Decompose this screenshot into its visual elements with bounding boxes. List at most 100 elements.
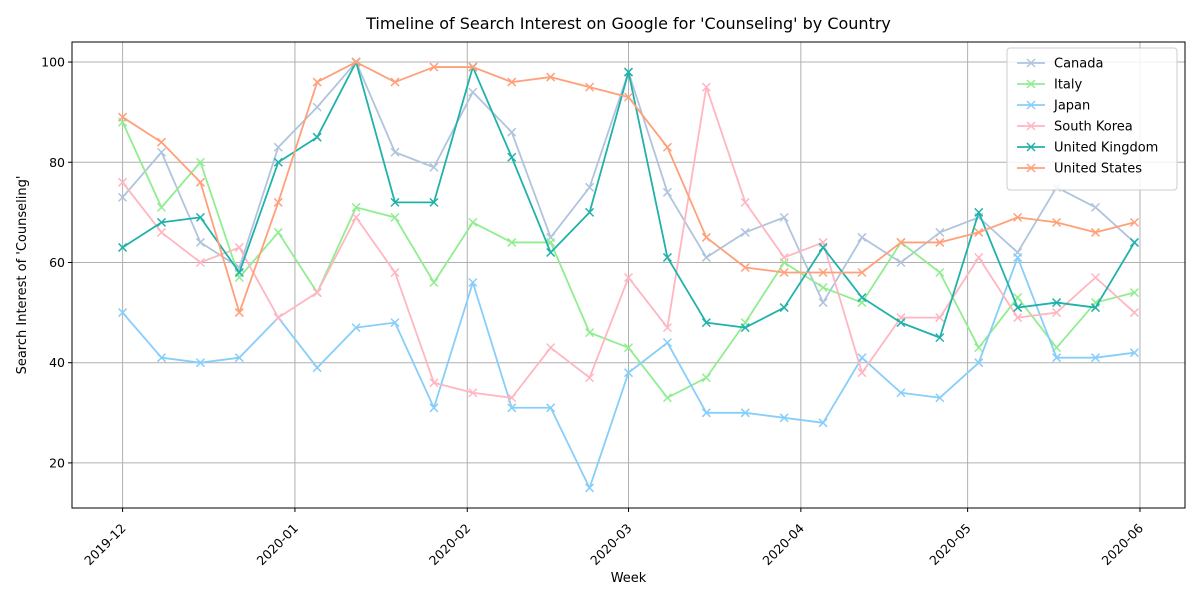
chart-title: Timeline of Search Interest on Google fo… xyxy=(365,14,891,33)
data-point-canada xyxy=(935,227,945,237)
data-point-canada xyxy=(779,212,789,222)
data-point-canada xyxy=(118,192,128,202)
x-tick-label: 2020-02 xyxy=(426,521,474,569)
y-tick-label: 40 xyxy=(49,355,65,370)
data-point-japan xyxy=(779,413,789,423)
legend-entry-japan: Japan xyxy=(1017,99,1090,114)
y-tick-label: 80 xyxy=(49,155,65,170)
data-point-japan xyxy=(156,353,167,363)
data-point-canada xyxy=(857,232,867,242)
data-point-united-kingdom xyxy=(195,212,205,222)
data-point-italy xyxy=(507,237,517,247)
data-point-canada xyxy=(585,182,595,192)
data-point-united-kingdom xyxy=(935,333,945,343)
data-point-south-korea xyxy=(935,313,945,323)
data-point-united-states xyxy=(468,62,478,72)
legend-marker xyxy=(1026,58,1036,68)
data-point-japan xyxy=(1090,353,1101,363)
data-point-canada xyxy=(195,237,205,247)
data-point-canada xyxy=(507,127,517,137)
data-point-japan xyxy=(974,358,984,368)
data-point-japan xyxy=(1013,252,1023,262)
legend-label: Italy xyxy=(1054,78,1083,93)
data-point-united-kingdom xyxy=(234,267,244,278)
data-point-south-korea xyxy=(156,227,167,237)
data-point-south-korea xyxy=(429,378,439,388)
data-point-united-states xyxy=(662,142,672,152)
data-point-united-states xyxy=(974,227,984,237)
legend-label: Canada xyxy=(1054,57,1103,72)
legend-marker xyxy=(1026,163,1036,173)
x-axis-title: Week xyxy=(611,571,647,586)
data-point-united-states xyxy=(507,77,517,87)
data-point-united-states xyxy=(818,267,828,278)
data-point-united-kingdom xyxy=(585,207,595,217)
data-point-united-kingdom xyxy=(273,157,283,167)
data-point-italy xyxy=(468,217,478,227)
data-point-united-states xyxy=(740,262,750,273)
legend-label: United States xyxy=(1054,162,1142,177)
data-point-canada xyxy=(390,147,400,157)
data-point-united-kingdom xyxy=(857,293,867,303)
data-point-south-korea xyxy=(234,242,244,252)
data-point-united-kingdom xyxy=(740,323,750,333)
data-point-united-states xyxy=(546,72,556,82)
data-point-japan xyxy=(468,277,478,288)
data-point-japan xyxy=(701,408,711,418)
data-point-south-korea xyxy=(585,373,595,383)
data-point-japan xyxy=(1052,353,1062,363)
data-point-united-states xyxy=(273,197,283,207)
data-point-united-states xyxy=(156,137,167,147)
data-point-united-states xyxy=(935,237,945,247)
data-point-south-korea xyxy=(312,288,322,298)
data-point-united-kingdom xyxy=(1013,303,1023,313)
data-point-united-kingdom xyxy=(507,152,517,162)
data-point-south-korea xyxy=(1052,308,1062,318)
data-point-canada xyxy=(701,252,711,262)
data-point-united-kingdom xyxy=(429,197,439,207)
data-point-italy xyxy=(156,202,167,212)
data-point-canada xyxy=(273,142,283,152)
x-tick-label: 2020-05 xyxy=(926,521,974,569)
data-point-united-kingdom xyxy=(156,217,167,227)
data-point-japan xyxy=(662,338,672,348)
data-point-canada xyxy=(662,187,672,197)
data-point-canada xyxy=(429,162,439,172)
data-point-south-korea xyxy=(857,368,867,378)
data-point-japan xyxy=(818,418,828,428)
data-point-japan xyxy=(118,308,128,318)
legend: Canada Italy Japan South Korea United Kingdo… xyxy=(1006,47,1178,191)
data-point-italy xyxy=(623,343,634,353)
legend-box xyxy=(1006,47,1178,191)
data-point-japan xyxy=(935,393,945,403)
x-tick-label: 2020-06 xyxy=(1099,520,1147,568)
legend-marker xyxy=(1026,79,1036,89)
data-point-canada xyxy=(1090,202,1101,212)
data-point-japan xyxy=(234,353,244,363)
data-point-south-korea xyxy=(195,257,205,268)
series-japan xyxy=(118,252,1139,493)
x-tick-label: 2020-03 xyxy=(587,521,635,569)
data-point-italy xyxy=(935,267,945,278)
data-point-south-korea xyxy=(390,267,400,278)
legend-marker xyxy=(1026,142,1036,152)
data-point-canada xyxy=(468,87,478,97)
data-point-italy xyxy=(974,343,984,353)
data-point-japan xyxy=(351,323,361,333)
data-point-united-kingdom xyxy=(1129,237,1139,247)
data-point-south-korea xyxy=(1129,308,1139,318)
data-point-japan xyxy=(740,408,750,418)
data-point-united-kingdom xyxy=(546,247,556,257)
data-point-south-korea xyxy=(507,393,517,403)
data-point-japan xyxy=(1129,348,1139,358)
data-point-south-korea xyxy=(779,252,789,262)
data-point-united-kingdom xyxy=(312,132,322,142)
data-point-united-states xyxy=(351,57,361,67)
legend-marker xyxy=(1026,100,1036,110)
data-point-italy xyxy=(1129,288,1139,298)
data-point-japan xyxy=(857,353,867,363)
data-point-united-states xyxy=(585,82,595,92)
data-point-united-kingdom xyxy=(896,318,906,328)
data-point-united-kingdom xyxy=(974,207,984,217)
